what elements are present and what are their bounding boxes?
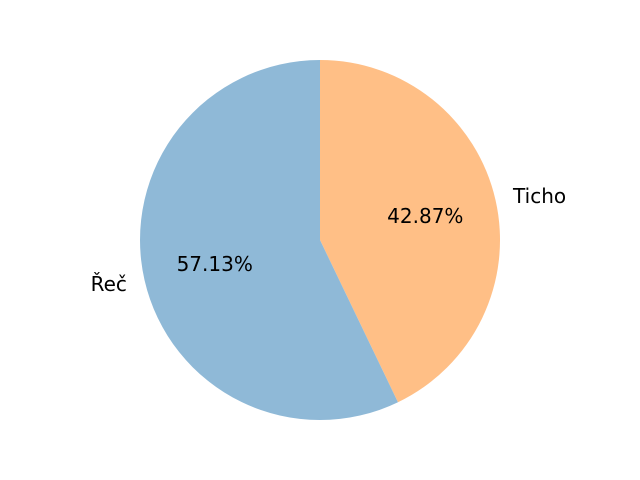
pie-slice-1 xyxy=(140,60,398,420)
pie-slice-0 xyxy=(320,60,501,403)
slice-category-label: Řeč xyxy=(91,272,127,296)
slice-percent-label: 42.87% xyxy=(387,204,463,228)
slice-category-label: Ticho xyxy=(512,184,566,208)
pie-slices xyxy=(140,60,501,420)
slice-percent-label: 57.13% xyxy=(177,252,253,276)
pie-labels: Ticho 42.87% Řeč 57.13% xyxy=(91,184,566,296)
